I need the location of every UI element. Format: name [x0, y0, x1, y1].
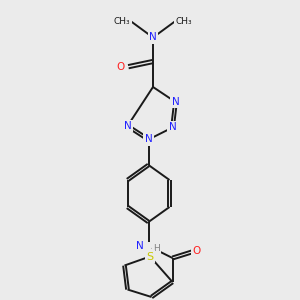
- Text: N: N: [149, 32, 157, 43]
- Text: N: N: [145, 134, 152, 145]
- Text: O: O: [192, 245, 201, 256]
- Text: N: N: [169, 122, 176, 133]
- Text: N: N: [136, 241, 144, 251]
- Text: O: O: [116, 62, 124, 73]
- Text: CH₃: CH₃: [176, 16, 192, 26]
- Text: CH₃: CH₃: [114, 16, 130, 26]
- Text: S: S: [146, 251, 154, 262]
- Text: H: H: [153, 244, 160, 253]
- Text: N: N: [124, 121, 131, 131]
- Text: N: N: [172, 97, 179, 107]
